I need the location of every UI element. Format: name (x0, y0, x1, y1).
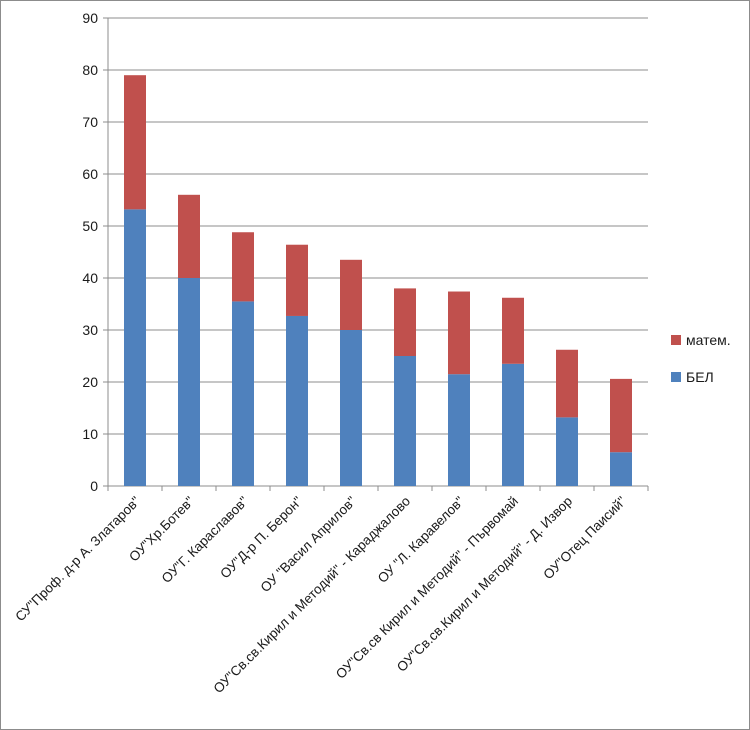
bar-bel-0 (124, 209, 146, 487)
bar-matem-9 (610, 378, 632, 453)
legend-swatch (671, 335, 681, 345)
y-tick-label: 80 (82, 62, 98, 78)
bar-matem-7 (502, 297, 524, 364)
bar-bel-9 (610, 452, 632, 486)
bar-bel-2 (232, 301, 254, 486)
y-tick-label: 50 (82, 218, 98, 234)
bar-matem-0 (124, 75, 146, 210)
x-category-label: ОУ"Св.св.Кирил и Методий" - Караджалово (210, 494, 413, 697)
bar-bel-4 (340, 330, 362, 486)
y-tick-label: 70 (82, 114, 98, 130)
y-tick-label: 60 (82, 166, 98, 182)
bar-matem-4 (340, 259, 362, 330)
bar-bel-3 (286, 315, 308, 486)
bar-matem-2 (232, 232, 254, 302)
bar-bel-7 (502, 363, 524, 486)
bar-matem-5 (394, 288, 416, 356)
legend-label: матем. (686, 332, 731, 348)
x-category-label: ОУ "Васил Априлов" (258, 493, 360, 595)
x-axis-category-labels: СУ"Проф. д-р А. Златаров"ОУ"Хр.Ботев"ОУ"… (12, 493, 629, 696)
legend: матем. БЕЛ (671, 332, 731, 385)
y-tick-label: 90 (82, 10, 98, 26)
bars (124, 75, 632, 487)
bar-bel-1 (178, 278, 200, 486)
bar-matem-6 (448, 291, 470, 375)
y-axis-ticks: 0 10 20 30 40 50 60 70 80 90 (82, 10, 108, 494)
y-tick-label: 20 (82, 374, 98, 390)
bar-bel-5 (394, 356, 416, 486)
bar-bel-8 (556, 417, 578, 486)
bar-matem-3 (286, 244, 308, 316)
y-tick-label: 30 (82, 322, 98, 338)
y-tick-label: 0 (90, 478, 98, 494)
legend-swatch (671, 372, 681, 382)
legend-label: БЕЛ (686, 369, 714, 385)
bar-matem-8 (556, 349, 578, 418)
bar-bel-6 (448, 374, 470, 486)
y-tick-label: 40 (82, 270, 98, 286)
y-tick-label: 10 (82, 426, 98, 442)
x-category-label: СУ"Проф. д-р А. Златаров" (12, 493, 143, 624)
bar-matem-1 (178, 194, 200, 278)
